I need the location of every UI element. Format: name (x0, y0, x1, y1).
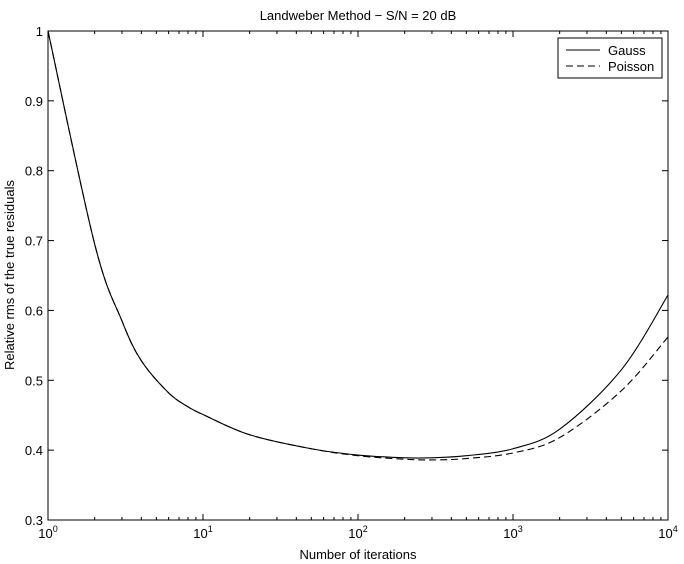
y-tick-label: 0.6 (25, 303, 43, 318)
y-tick-label: 1 (36, 24, 43, 39)
legend-label-poisson: Poisson (608, 59, 654, 74)
x-tick-label: 102 (348, 524, 367, 541)
x-tick-label: 101 (193, 524, 212, 541)
y-tick-label: 0.7 (25, 234, 43, 249)
x-tick-label: 100 (38, 524, 57, 541)
series-line-poisson (47, 30, 669, 461)
series-lines (47, 30, 669, 461)
legend-label-gauss: Gauss (608, 43, 646, 58)
y-tick-label: 0.9 (25, 94, 43, 109)
y-axis-label: Relative rms of the true residuals (2, 179, 17, 370)
chart-title: Landweber Method − S/N = 20 dB (260, 8, 457, 23)
axis-ticks: 0.3 0.4 0.5 0.6 0.7 0.8 0.9 1 100 101 102 103 104 (25, 24, 678, 541)
x-axis-label: Number of iterations (299, 547, 417, 562)
plot-background (48, 31, 668, 520)
y-tick-label: 0.3 (25, 513, 43, 528)
y-tick-label: 0.5 (25, 373, 43, 388)
y-tick-label: 0.4 (25, 443, 43, 458)
x-tick-label: 104 (658, 524, 677, 541)
plot-frame (47, 30, 669, 521)
legend-box (557, 37, 663, 79)
y-tick-label: 0.8 (25, 164, 43, 179)
x-tick-label: 103 (503, 524, 522, 541)
